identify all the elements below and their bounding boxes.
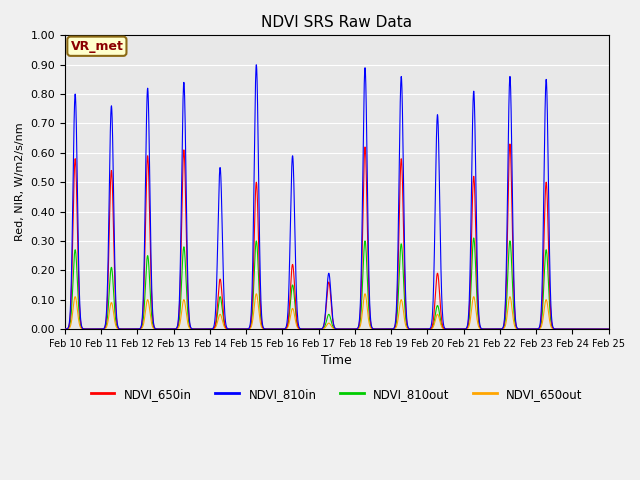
NDVI_810out bbox=[401, 308, 409, 314]
NDVI_650out bbox=[552, 326, 559, 332]
NDVI_650out bbox=[554, 326, 562, 332]
Line: NDVI_650in: NDVI_650in bbox=[65, 144, 609, 329]
NDVI_810in bbox=[554, 326, 562, 332]
NDVI_810in bbox=[61, 326, 69, 332]
NDVI_650out bbox=[401, 321, 409, 326]
X-axis label: Time: Time bbox=[321, 354, 352, 367]
NDVI_650out bbox=[126, 326, 134, 332]
NDVI_650in bbox=[401, 290, 409, 296]
NDVI_650in bbox=[552, 326, 559, 332]
NDVI_810out bbox=[576, 326, 584, 332]
NDVI_810out bbox=[126, 326, 134, 332]
NDVI_650in bbox=[61, 326, 69, 332]
NDVI_810in bbox=[605, 326, 612, 332]
NDVI_810in bbox=[401, 277, 409, 283]
NDVI_650in bbox=[576, 326, 584, 332]
NDVI_810out bbox=[470, 235, 477, 241]
NDVI_810out bbox=[269, 326, 277, 332]
Title: NDVI SRS Raw Data: NDVI SRS Raw Data bbox=[261, 15, 412, 30]
NDVI_650in bbox=[269, 326, 277, 332]
NDVI_810in bbox=[253, 62, 260, 68]
Line: NDVI_810out: NDVI_810out bbox=[65, 238, 609, 329]
NDVI_810out bbox=[605, 326, 612, 332]
NDVI_650in bbox=[554, 326, 562, 332]
NDVI_810in bbox=[269, 326, 277, 332]
NDVI_810in bbox=[552, 326, 559, 332]
NDVI_650out bbox=[605, 326, 612, 332]
NDVI_810in bbox=[576, 326, 584, 332]
NDVI_650in bbox=[126, 326, 134, 332]
NDVI_810out bbox=[554, 326, 562, 332]
Line: NDVI_650out: NDVI_650out bbox=[65, 294, 609, 329]
NDVI_650out bbox=[269, 326, 277, 332]
Text: VR_met: VR_met bbox=[70, 40, 124, 53]
Legend: NDVI_650in, NDVI_810in, NDVI_810out, NDVI_650out: NDVI_650in, NDVI_810in, NDVI_810out, NDV… bbox=[86, 383, 588, 405]
NDVI_650out bbox=[576, 326, 584, 332]
Y-axis label: Red, NIR, W/m2/s/nm: Red, NIR, W/m2/s/nm bbox=[15, 123, 25, 241]
NDVI_650out bbox=[253, 291, 260, 297]
NDVI_810in bbox=[126, 326, 134, 332]
NDVI_810out bbox=[552, 326, 559, 332]
NDVI_650in bbox=[605, 326, 612, 332]
Line: NDVI_810in: NDVI_810in bbox=[65, 65, 609, 329]
NDVI_810out bbox=[61, 326, 69, 332]
NDVI_650out bbox=[61, 326, 69, 332]
NDVI_650in bbox=[506, 141, 514, 147]
